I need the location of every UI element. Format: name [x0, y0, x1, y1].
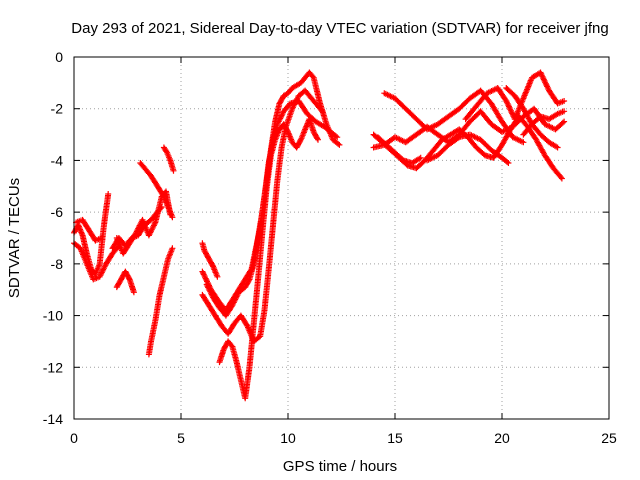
y-tick-label: -8 — [51, 256, 64, 272]
y-tick-label: -14 — [43, 411, 63, 427]
series-arc-3 — [73, 216, 105, 244]
x-axis: 0 5 10 15 20 25 — [70, 57, 617, 446]
series-arc-7 — [137, 160, 176, 221]
plus-markers — [160, 144, 177, 174]
series-arc-8 — [145, 245, 176, 358]
series-arc-9 — [160, 144, 177, 174]
plus-markers — [113, 268, 137, 296]
plus-markers — [216, 116, 321, 402]
plus-markers — [137, 160, 176, 221]
series-arc-14 — [216, 116, 321, 402]
chart-title: Day 293 of 2021, Sidereal Day-to-day VTE… — [71, 20, 608, 37]
plus-markers — [462, 69, 568, 123]
plus-markers — [145, 245, 176, 358]
plus-markers — [73, 216, 105, 244]
plus-markers — [199, 240, 221, 280]
y-tick-label: -10 — [43, 308, 63, 324]
series-arc-6 — [113, 268, 137, 296]
x-tick-label: 20 — [494, 430, 510, 446]
series-arc-18 — [424, 131, 512, 166]
data-points — [71, 69, 568, 402]
plot-frame — [73, 56, 610, 420]
y-axis-label: SDTVAR / TECUs — [6, 178, 23, 298]
x-tick-label: 25 — [601, 430, 617, 446]
y-tick-label: -4 — [51, 152, 64, 168]
plus-markers — [424, 131, 512, 166]
series-arc-13 — [199, 240, 221, 280]
x-tick-label: 0 — [70, 430, 78, 446]
y-tick-label: -6 — [51, 204, 64, 220]
plus-markers — [199, 98, 341, 314]
y-tick-label: -12 — [43, 359, 63, 375]
series-arc-22 — [374, 134, 424, 166]
series-arc-11 — [199, 98, 341, 314]
series-arc-21 — [520, 108, 568, 138]
y-axis: 0 -2 -4 -6 -8 -10 -12 -14 — [43, 49, 609, 427]
plus-markers — [520, 108, 568, 138]
series-arc-12 — [203, 69, 343, 319]
y-tick-label: -2 — [51, 101, 64, 117]
series-arc-19 — [462, 69, 568, 123]
x-tick-label: 15 — [387, 430, 403, 446]
x-tick-label: 5 — [177, 430, 185, 446]
x-axis-label: GPS time / hours — [283, 458, 397, 475]
plus-markers — [374, 134, 424, 166]
x-tick-label: 10 — [280, 430, 296, 446]
plus-markers — [203, 69, 343, 319]
y-tick-label: 0 — [55, 49, 63, 65]
